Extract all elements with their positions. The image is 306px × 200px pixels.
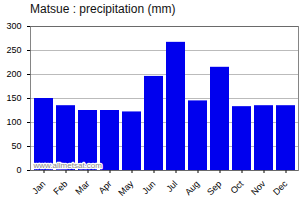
svg-text:100: 100 (6, 117, 21, 127)
svg-text:Jun: Jun (140, 179, 157, 196)
svg-text:50: 50 (11, 141, 21, 151)
svg-text:250: 250 (6, 45, 21, 55)
svg-text:Feb: Feb (51, 179, 69, 197)
svg-text:Mar: Mar (73, 179, 91, 197)
svg-text:Oct: Oct (228, 178, 245, 195)
svg-text:Nov: Nov (249, 178, 268, 197)
svg-text:Dec: Dec (271, 178, 290, 197)
svg-text:May: May (116, 178, 135, 197)
svg-text:Aug: Aug (183, 179, 201, 197)
svg-text:150: 150 (6, 93, 21, 103)
svg-text:Apr: Apr (96, 179, 113, 196)
svg-text:Sep: Sep (205, 179, 223, 197)
svg-text:www.allmetsat.com: www.allmetsat.com (33, 161, 103, 170)
svg-text:300: 300 (6, 21, 21, 31)
svg-text:Jan: Jan (30, 179, 47, 196)
svg-text:200: 200 (6, 69, 21, 79)
svg-text:Jul: Jul (164, 179, 179, 194)
html-text:Matsue : precipitation (mm): Matsue : precipitation (mm) (30, 2, 176, 16)
svg-text:0: 0 (16, 165, 21, 175)
